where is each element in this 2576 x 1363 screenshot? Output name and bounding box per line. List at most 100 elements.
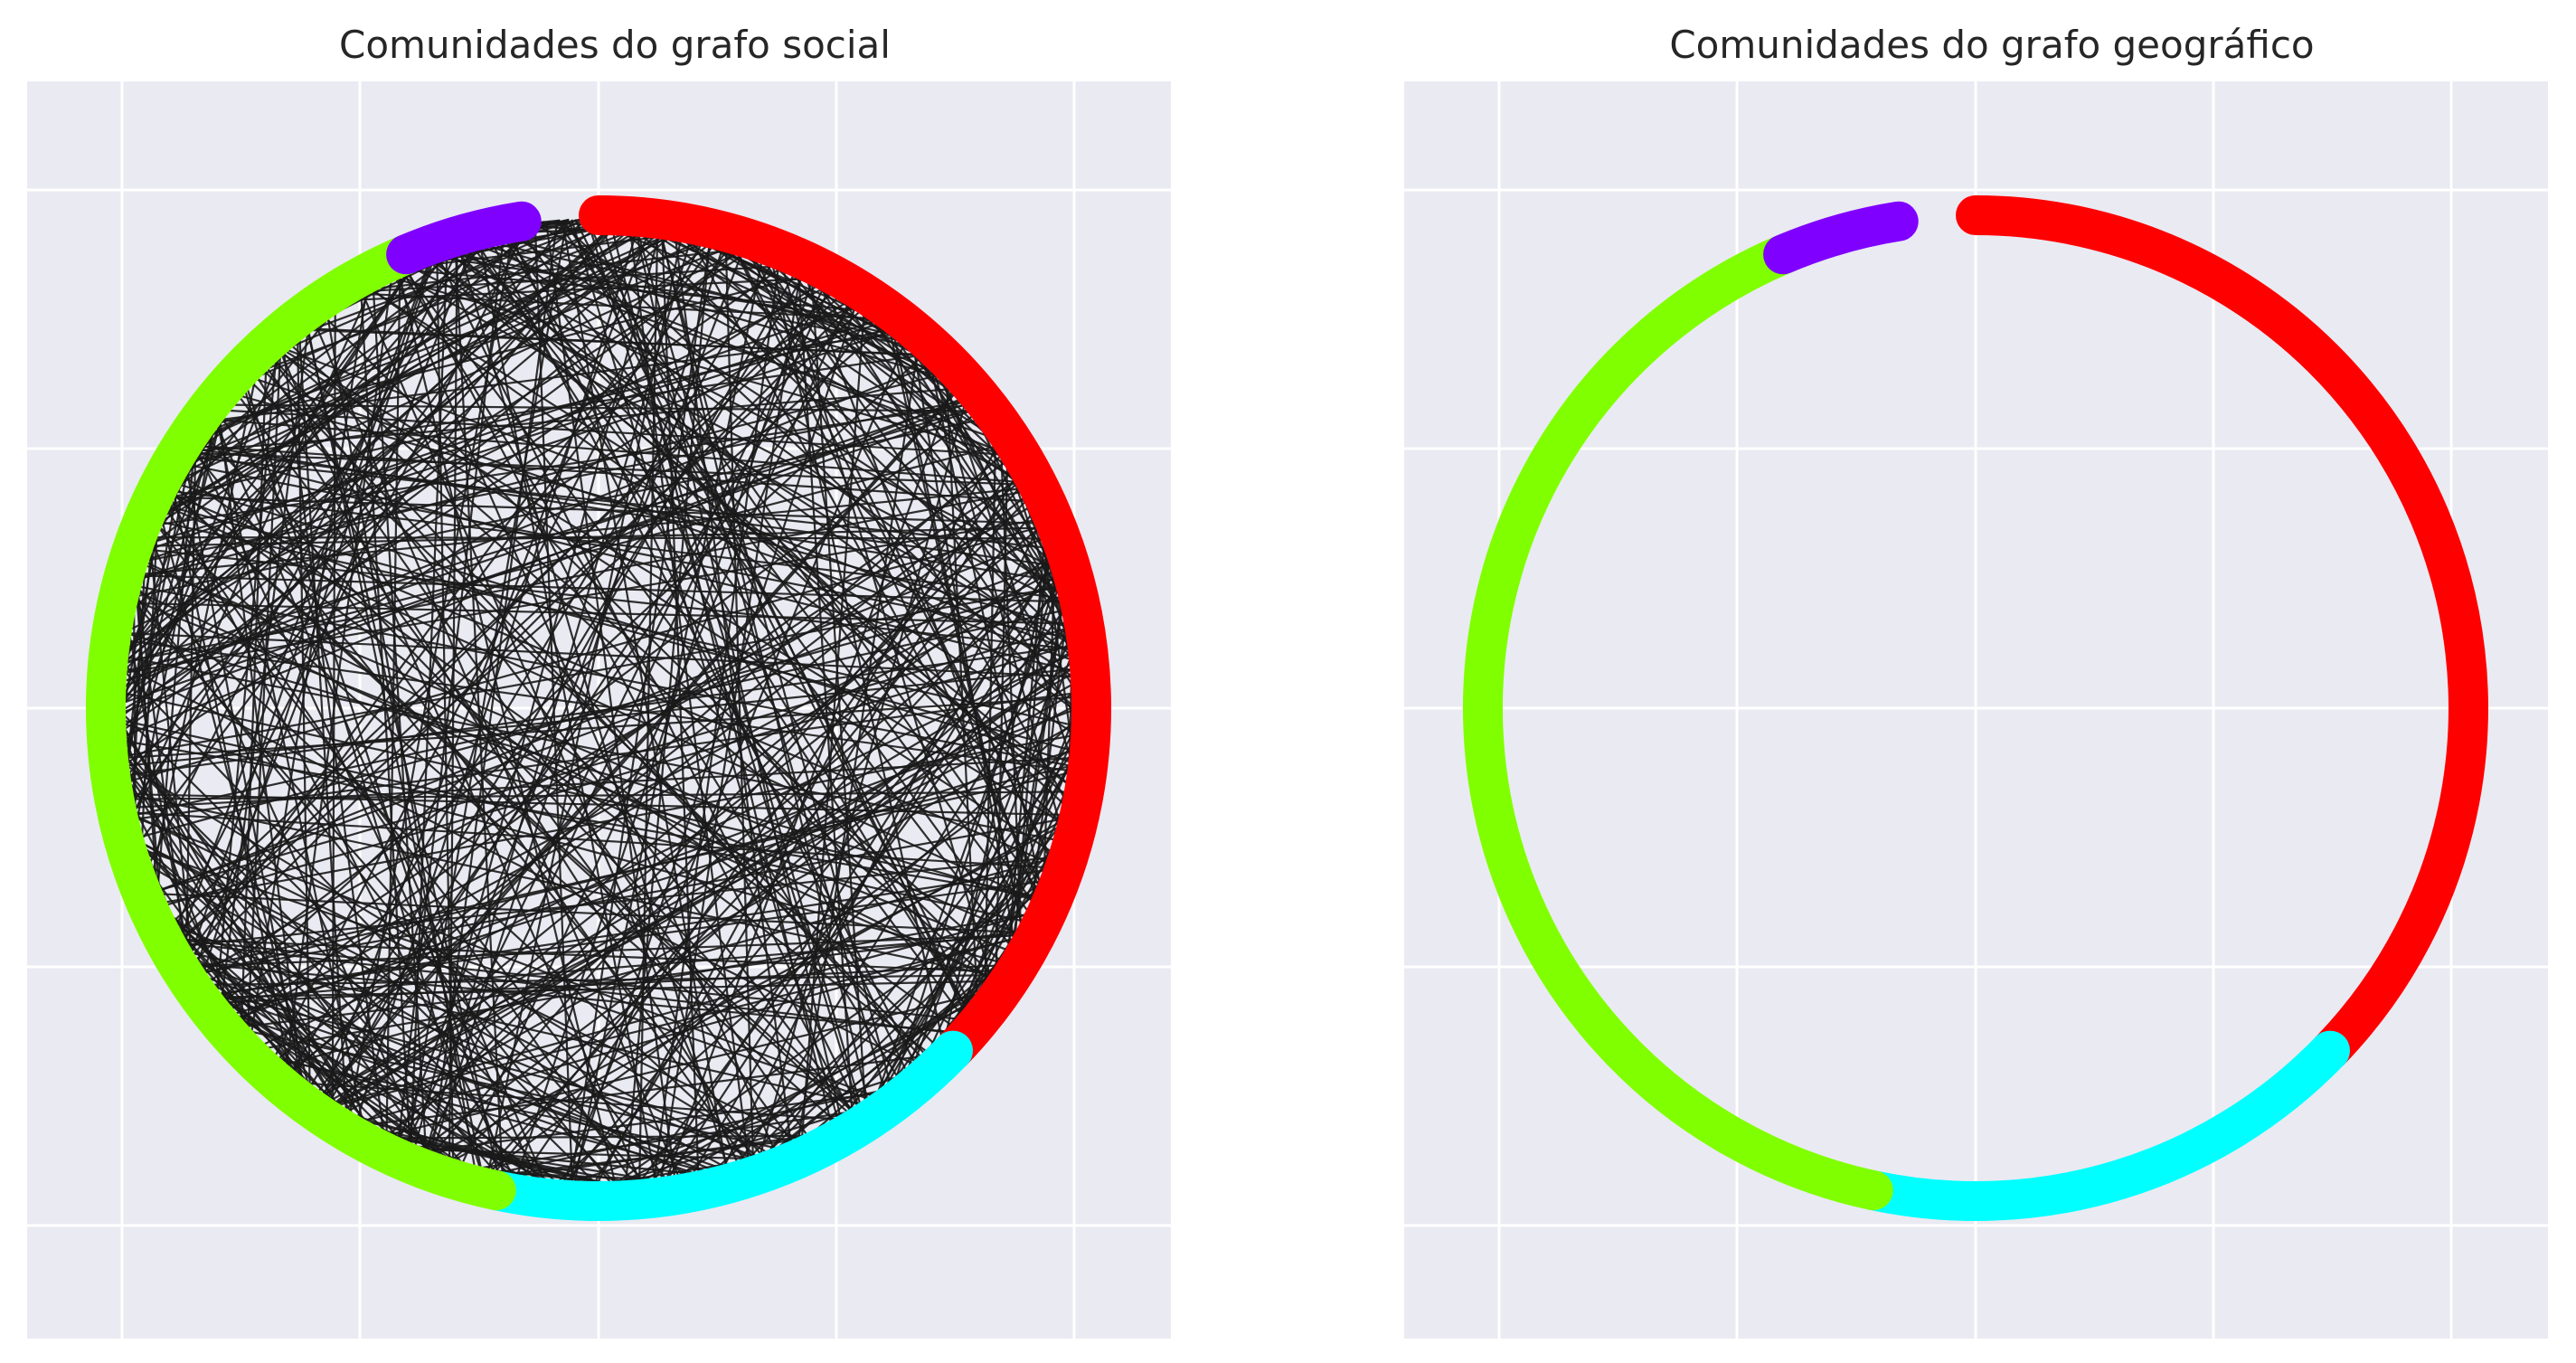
network-edge: [165, 226, 690, 483]
network-edge: [623, 232, 712, 1197]
network-edge: [728, 613, 1080, 1180]
network-edge: [465, 1134, 838, 1180]
network-edge: [180, 233, 722, 965]
network-edge: [389, 264, 781, 1163]
network-edge: [109, 218, 624, 676]
network-edge: [935, 353, 1082, 790]
network-edge: [127, 843, 337, 1122]
network-edge: [114, 638, 1084, 774]
network-edge: [742, 240, 1077, 818]
community-arc: [476, 1030, 973, 1221]
network-edge: [673, 223, 989, 413]
network-edge: [543, 708, 1089, 1196]
network-edge: [161, 225, 513, 488]
network-edge: [901, 629, 1083, 1092]
network-edge: [404, 219, 568, 1159]
network-edge: [485, 231, 923, 1076]
network-edges: [108, 218, 1090, 1199]
network-edge: [385, 260, 401, 1150]
network-edge: [585, 464, 1024, 1198]
network-edge: [142, 885, 400, 1156]
network-edge: [109, 737, 1050, 900]
network-edge: [109, 359, 944, 694]
network-edge: [742, 944, 1027, 1177]
network-edge: [269, 345, 1064, 861]
network-edge: [220, 744, 1087, 1019]
network-edge: [561, 220, 730, 1180]
network-edge: [270, 218, 612, 345]
chart-title: Comunidades do grafo social: [339, 23, 891, 67]
network-edge: [423, 250, 1079, 807]
network-edge: [344, 932, 1033, 1128]
network-edge: [888, 315, 1027, 947]
network-edge: [185, 970, 493, 1187]
network-edge: [167, 223, 530, 942]
network-edge: [625, 218, 953, 372]
network-edge: [317, 221, 654, 1110]
community-arc: [1763, 201, 1919, 275]
network-edge: [331, 296, 336, 1120]
network-edge: [418, 252, 1081, 795]
plot-area: [27, 81, 1171, 1339]
network-edge: [171, 300, 872, 949]
network-edge: [109, 223, 672, 674]
network-edge: [203, 980, 1005, 999]
network-edge: [188, 816, 1076, 976]
network-edge: [113, 293, 860, 773]
network-edge: [109, 249, 428, 674]
network-edge: [664, 222, 1071, 580]
network-edge: [152, 640, 1084, 910]
community-arc: [1956, 195, 2488, 1071]
community-arc: [85, 234, 516, 1211]
network-edge: [313, 382, 966, 1108]
network-edge: [127, 582, 1072, 842]
network-edge: [752, 733, 1089, 1173]
network-edge: [384, 267, 887, 314]
network-edge: [633, 220, 890, 1103]
community-arc: [1853, 1030, 2350, 1221]
network-edge: [175, 461, 1084, 642]
community-arc: [1462, 234, 1893, 1211]
network-edge: [120, 601, 1080, 625]
network-edge: [132, 218, 590, 560]
network-edge: [146, 533, 1056, 897]
network-edge: [558, 220, 1089, 721]
network-edge: [365, 1134, 837, 1140]
network-edge: [160, 488, 1062, 869]
plot-area: [1404, 81, 2548, 1339]
network-edge: [683, 225, 1051, 899]
network-edge: [775, 251, 1084, 641]
network-edge: [400, 276, 830, 1157]
network-edge: [436, 811, 1078, 1171]
network-edge: [129, 398, 221, 852]
network-edge: [120, 219, 568, 819]
network-edge: [345, 225, 516, 1129]
network-edge: [172, 947, 881, 1110]
network-edge: [326, 276, 832, 303]
network-edge: [502, 227, 1077, 603]
network-edge: [474, 736, 1088, 1183]
network-edge: [109, 276, 832, 719]
network-edge: [134, 552, 160, 923]
network-edge: [854, 290, 1085, 646]
network-edge: [189, 762, 1085, 978]
network-edge: [574, 219, 978, 1019]
network-edge: [316, 665, 1087, 1110]
network-edge: [197, 406, 986, 991]
network-edge: [183, 238, 737, 969]
network-edge: [171, 855, 1065, 948]
network-edge: [484, 231, 931, 350]
network-edge: [634, 219, 1041, 498]
network-edge: [1042, 534, 1057, 913]
network-edge: [571, 219, 844, 1133]
network-edge: [341, 246, 763, 293]
network-edge: [419, 279, 835, 1165]
network-edge: [111, 766, 271, 1072]
network-edge: [627, 595, 1076, 1197]
network-edge: [212, 405, 367, 1140]
network-edge: [246, 336, 282, 1049]
network-edge: [266, 474, 1030, 1069]
network-edge: [436, 246, 455, 1176]
network-edge: [148, 514, 676, 1192]
network-edge: [420, 227, 695, 1165]
